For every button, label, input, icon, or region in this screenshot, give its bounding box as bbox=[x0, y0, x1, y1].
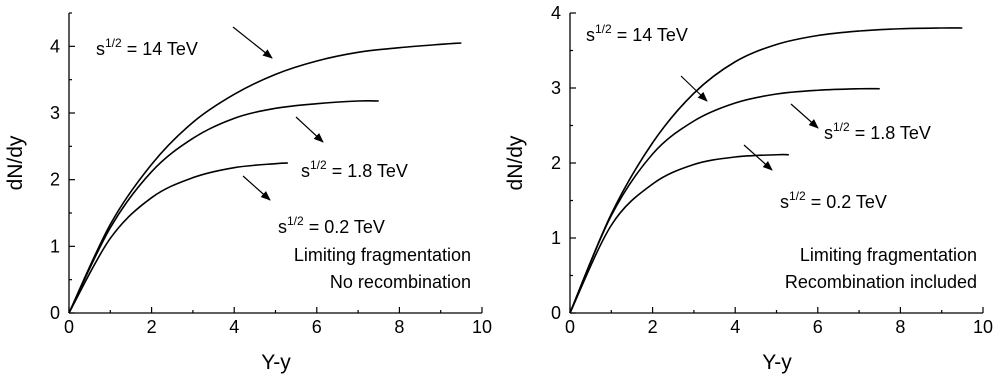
series-pointer-arrow-1 bbox=[680, 75, 708, 102]
x-tick-label: 10 bbox=[472, 317, 492, 337]
y-tick-label: 3 bbox=[50, 103, 60, 123]
series-label-value: = 14 TeV bbox=[122, 39, 198, 59]
y-tick-label: 1 bbox=[551, 228, 561, 248]
y-tick-label: 4 bbox=[551, 3, 561, 23]
series-label-value: = 1.8 TeV bbox=[850, 123, 931, 143]
series-label-3: s1/2 = 0.2 TeV bbox=[278, 214, 385, 237]
y-axis-label: dN/dy bbox=[4, 135, 27, 190]
series-pointer-arrow-3 bbox=[743, 144, 773, 171]
x-axis-label: Y-y bbox=[261, 351, 291, 374]
series-pointer-arrow-2 bbox=[790, 103, 819, 129]
annotation-line-1: Limiting fragmentation bbox=[294, 245, 471, 265]
x-tick-label: 0 bbox=[565, 317, 575, 337]
series-label-superscript: 1/2 bbox=[287, 214, 304, 228]
x-axis-label: Y-y bbox=[762, 351, 792, 374]
x-tick-label: 2 bbox=[648, 317, 658, 337]
x-tick-label: 8 bbox=[394, 317, 404, 337]
y-tick-label: 4 bbox=[50, 36, 60, 56]
series-line-1 bbox=[569, 27, 963, 314]
y-tick-label: 2 bbox=[551, 153, 561, 173]
x-tick-label: 6 bbox=[813, 317, 823, 337]
series-label-base: s bbox=[824, 123, 833, 143]
series-label-value: = 14 TeV bbox=[612, 25, 688, 45]
y-axis-label: dN/dy bbox=[504, 135, 527, 190]
series-line-3 bbox=[68, 162, 288, 314]
series-label-base: s bbox=[96, 39, 105, 59]
series-label-superscript: 1/2 bbox=[595, 22, 612, 36]
y-tick-label: 1 bbox=[50, 236, 60, 256]
series-line-1 bbox=[68, 42, 462, 314]
series-line-2 bbox=[68, 100, 379, 314]
series-line-3 bbox=[569, 153, 789, 314]
series-label-base: s bbox=[780, 192, 789, 212]
x-tick-label: 2 bbox=[147, 317, 157, 337]
annotation-line-1: Limiting fragmentation bbox=[800, 245, 977, 265]
series-label-base: s bbox=[301, 161, 310, 181]
series-pointer-arrow-3 bbox=[242, 175, 271, 201]
series-label-2: s1/2 = 1.8 TeV bbox=[824, 120, 931, 143]
y-tick-label: 0 bbox=[551, 303, 561, 323]
series-label-1: s1/2 = 14 TeV bbox=[96, 36, 198, 59]
series-label-base: s bbox=[586, 25, 595, 45]
x-tick-label: 8 bbox=[895, 317, 905, 337]
x-tick-label: 4 bbox=[229, 317, 239, 337]
annotation-line-2: Recombination included bbox=[785, 272, 977, 292]
y-tick-label: 2 bbox=[50, 170, 60, 190]
series-pointer-arrow-2 bbox=[295, 116, 324, 143]
x-tick-label: 4 bbox=[730, 317, 740, 337]
x-tick-label: 0 bbox=[64, 317, 74, 337]
series-label-2: s1/2 = 1.8 TeV bbox=[301, 158, 408, 181]
series-label-base: s bbox=[278, 217, 287, 237]
y-tick-label: 3 bbox=[551, 78, 561, 98]
series-label-superscript: 1/2 bbox=[833, 120, 850, 134]
series-label-superscript: 1/2 bbox=[105, 36, 122, 50]
series-label-1: s1/2 = 14 TeV bbox=[586, 22, 688, 45]
series-label-value: = 0.2 TeV bbox=[806, 192, 887, 212]
series-label-superscript: 1/2 bbox=[789, 189, 806, 203]
series-label-value: = 0.2 TeV bbox=[304, 217, 385, 237]
x-tick-label: 10 bbox=[973, 317, 993, 337]
y-tick-label: 0 bbox=[50, 303, 60, 323]
annotation-line-2: No recombination bbox=[330, 272, 471, 292]
series-pointer-arrow-1 bbox=[232, 26, 273, 59]
series-label-3: s1/2 = 0.2 TeV bbox=[780, 189, 887, 212]
series-label-value: = 1.8 TeV bbox=[327, 161, 408, 181]
series-line-2 bbox=[569, 87, 880, 314]
series-label-superscript: 1/2 bbox=[310, 158, 327, 172]
x-tick-label: 6 bbox=[312, 317, 322, 337]
